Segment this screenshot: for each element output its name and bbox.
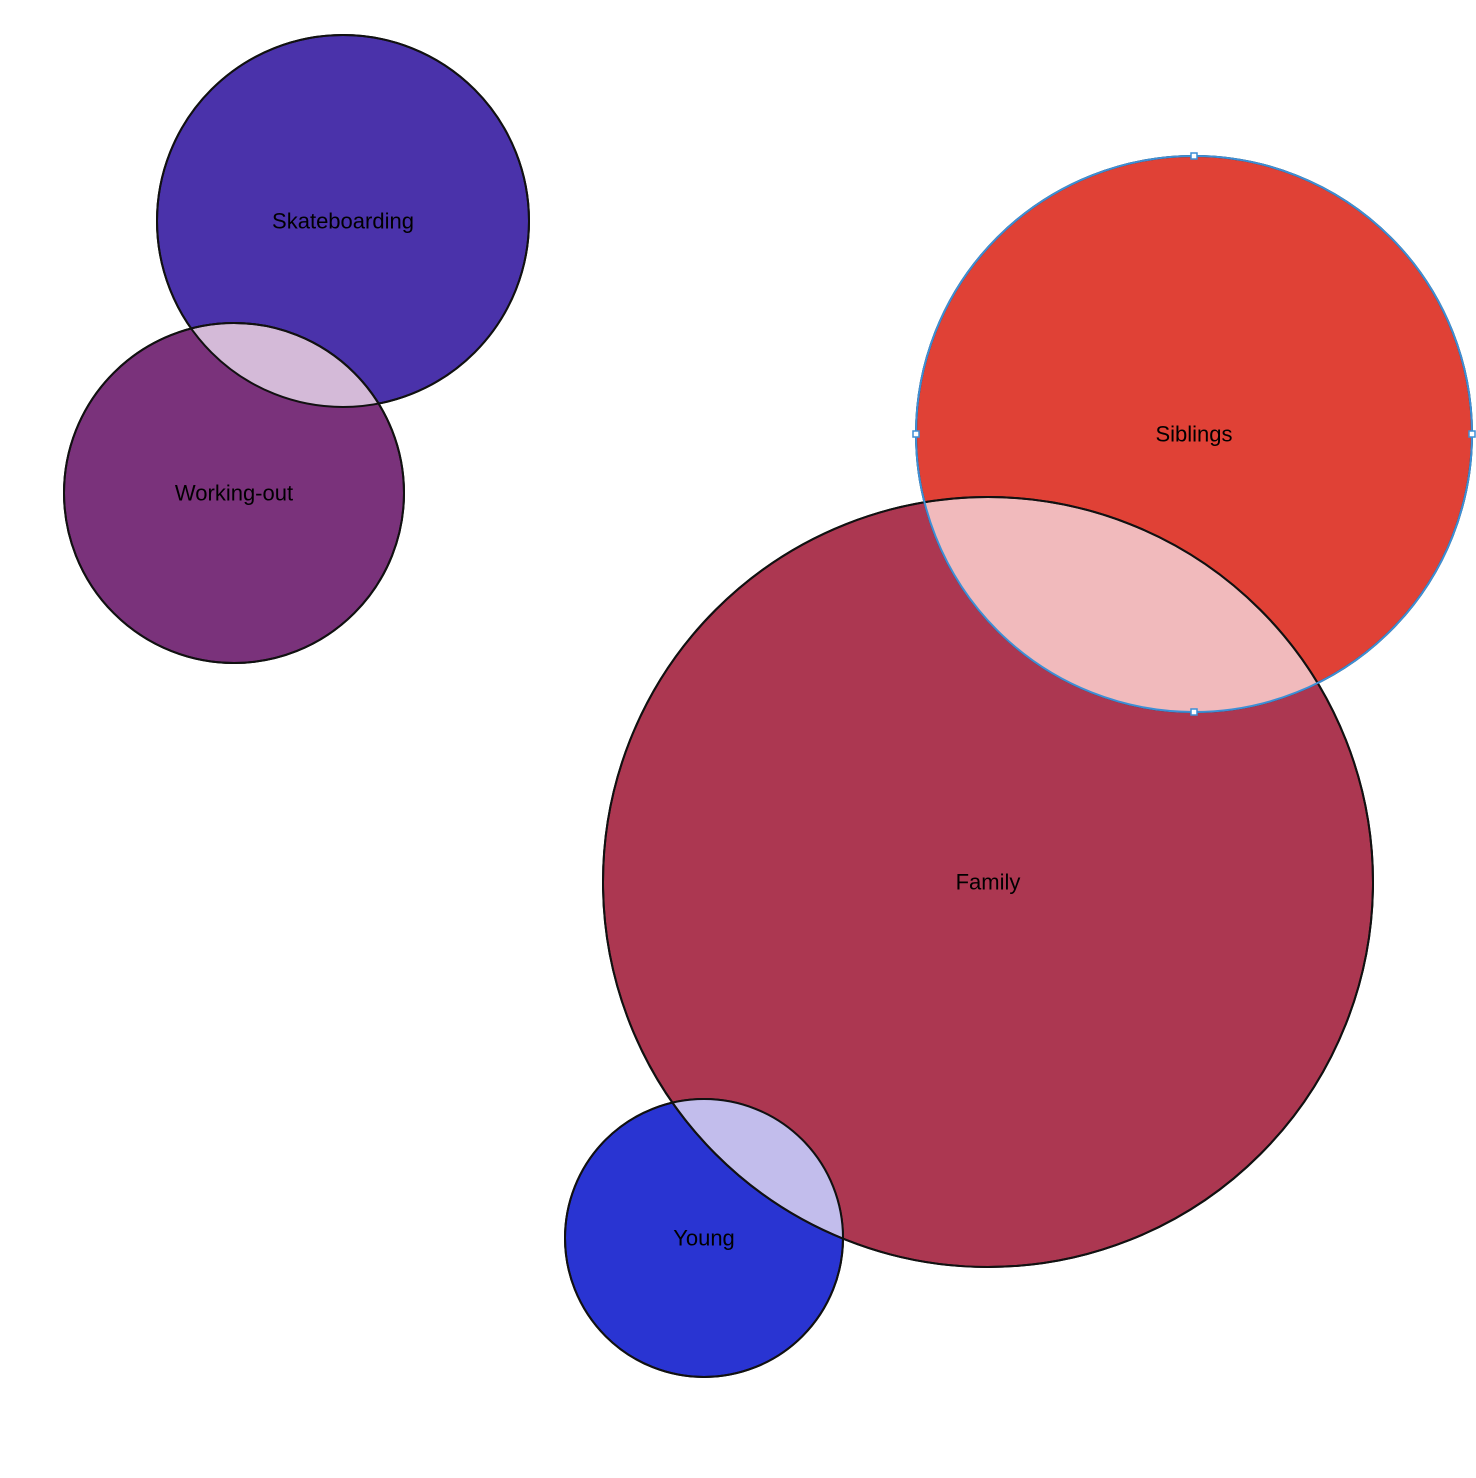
resize-handle-right[interactable] — [1468, 430, 1476, 438]
family-outline — [602, 496, 1374, 1268]
resize-handle-bottom[interactable] — [1190, 708, 1198, 716]
selection-handles — [912, 152, 1476, 716]
resize-handle-left[interactable] — [912, 430, 920, 438]
skateboarding-outline — [156, 34, 530, 408]
working-out-outline — [63, 322, 405, 664]
resize-handle-top[interactable] — [1190, 152, 1198, 160]
young-outline — [564, 1098, 844, 1378]
